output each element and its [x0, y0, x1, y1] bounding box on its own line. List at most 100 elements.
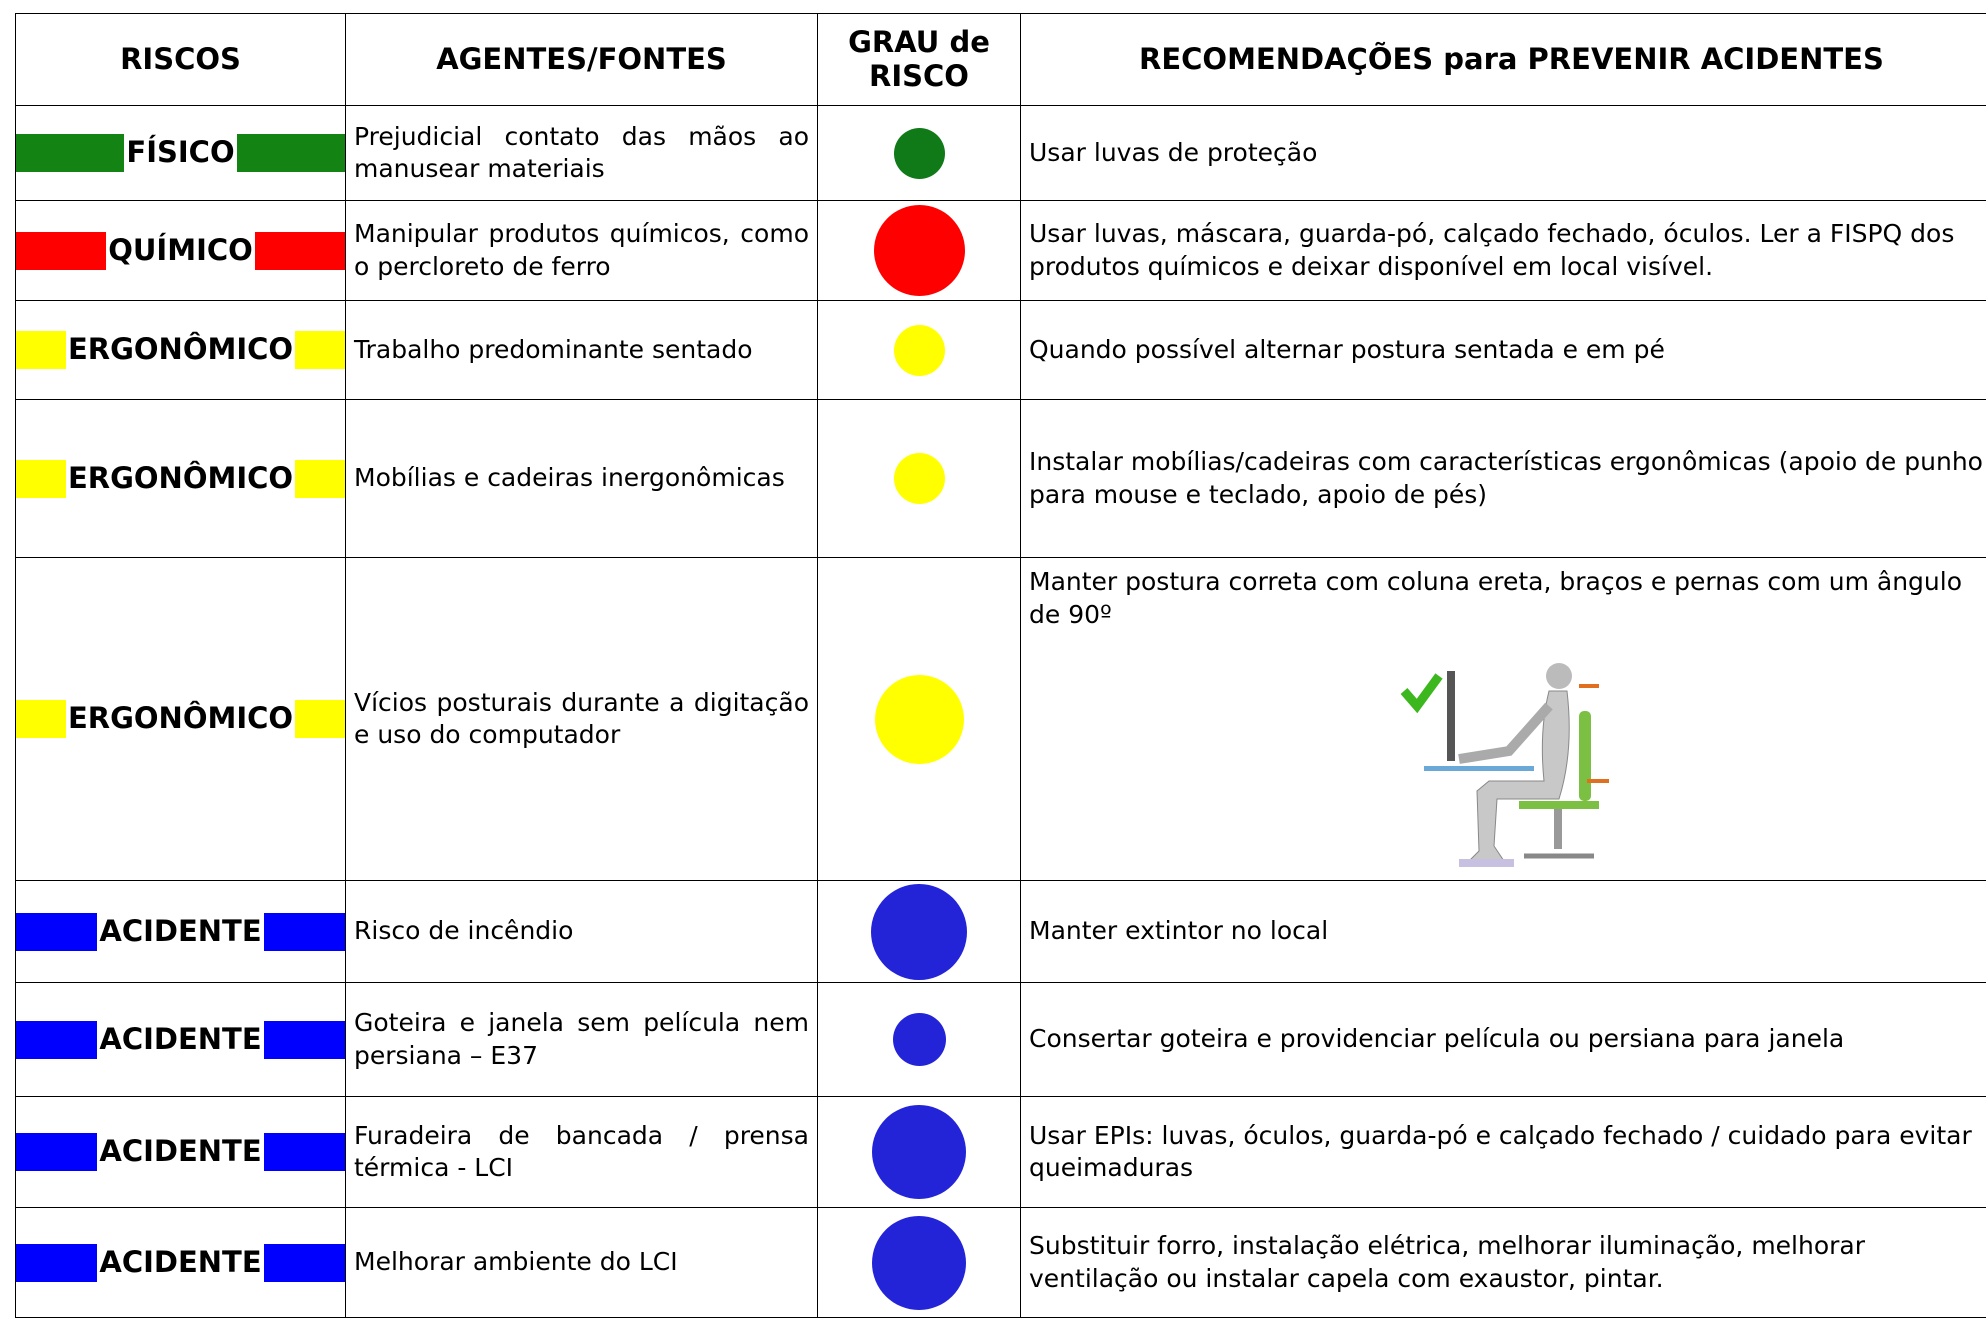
risk-color-block: [264, 913, 345, 951]
header-cell: RISCOS: [16, 14, 346, 106]
risk-label: ACIDENTE: [16, 913, 345, 951]
risk-cell: ACIDENTE: [16, 983, 346, 1097]
risk-degree-dot: [872, 1216, 966, 1310]
risk-degree-cell: [818, 201, 1021, 301]
table-row: QUÍMICO Manipular produtos químicos, como…: [16, 201, 1986, 301]
table-row: ACIDENTE Risco de incêndio Manter extintor…: [16, 881, 1986, 983]
risk-cell: FÍSICO: [16, 106, 346, 201]
agent-cell: Prejudicial contato das mãos ao manusear…: [346, 106, 818, 201]
risk-color-block: [255, 232, 345, 270]
agent-cell: Goteira e janela sem película nem persia…: [346, 983, 818, 1097]
agent-cell: Trabalho predominante sentado: [346, 301, 818, 400]
recommendation-text: Manter extintor no local: [1029, 916, 1328, 945]
recommendation-text: Usar luvas de proteção: [1029, 138, 1317, 167]
risk-degree-cell: [818, 400, 1021, 558]
risk-name: ACIDENTE: [97, 913, 263, 951]
risk-color-block: [295, 700, 345, 738]
risk-color-block: [237, 134, 345, 172]
risk-cell: ERGONÔMICO: [16, 558, 346, 881]
risk-label: ACIDENTE: [16, 1133, 345, 1171]
recommendation-text: Manter postura correta com coluna ereta,…: [1029, 558, 1986, 631]
risk-cell: ERGONÔMICO: [16, 301, 346, 400]
risk-label: ERGONÔMICO: [16, 700, 345, 738]
table-row: ACIDENTE Goteira e janela sem película ne…: [16, 983, 1986, 1097]
table-row: FÍSICO Prejudicial contato das mãos ao ma…: [16, 106, 1986, 201]
posture-illustration: [1399, 651, 1629, 871]
risk-cell: ACIDENTE: [16, 1097, 346, 1208]
risk-name: QUÍMICO: [106, 232, 255, 270]
recommendation-cell: Usar EPIs: luvas, óculos, guarda-pó e ca…: [1021, 1097, 1986, 1208]
risk-color-block: [16, 1021, 97, 1059]
risk-degree-dot: [894, 325, 945, 376]
risk-color-block: [295, 331, 345, 369]
risk-color-block: [16, 1244, 97, 1282]
risk-color-block: [16, 913, 97, 951]
recommendation-text: Substituir forro, instalação elétrica, m…: [1029, 1231, 1865, 1293]
agent-cell: Furadeira de bancada / prensa térmica - …: [346, 1097, 818, 1208]
risk-label: ACIDENTE: [16, 1244, 345, 1282]
risk-color-block: [16, 700, 66, 738]
recommendation-cell: Manter postura correta com coluna ereta,…: [1021, 558, 1986, 881]
risk-table: RISCOS AGENTES/FONTES GRAU de RISCO RECO…: [15, 13, 1986, 1318]
risk-degree-dot: [872, 1105, 966, 1199]
risk-name: ACIDENTE: [97, 1244, 263, 1282]
risk-color-block: [264, 1133, 345, 1171]
risk-name: ACIDENTE: [97, 1021, 263, 1059]
table-row: ERGONÔMICO Trabalho predominante sentado Q…: [16, 301, 1986, 400]
risk-cell: ERGONÔMICO: [16, 400, 346, 558]
risk-color-block: [264, 1021, 345, 1059]
agent-cell: Mobílias e cadeiras inergonômicas: [346, 400, 818, 558]
recommendation-cell: Usar luvas, máscara, guarda-pó, calçado …: [1021, 201, 1986, 301]
recommendation-cell: Instalar mobílias/cadeiras com caracterí…: [1021, 400, 1986, 558]
agent-cell: Melhorar ambiente do LCI: [346, 1208, 818, 1318]
agent-cell: Vícios posturais durante a digitação e u…: [346, 558, 818, 881]
risk-degree-dot: [874, 205, 965, 296]
risk-color-block: [16, 1133, 97, 1171]
risk-degree-cell: [818, 881, 1021, 983]
risk-cell: QUÍMICO: [16, 201, 346, 301]
risk-name: ERGONÔMICO: [66, 331, 295, 369]
recommendation-text: Quando possível alternar postura sentada…: [1029, 335, 1665, 364]
risk-label: QUÍMICO: [16, 232, 345, 270]
table-body: FÍSICO Prejudicial contato das mãos ao ma…: [16, 106, 1986, 1318]
risk-name: ACIDENTE: [97, 1133, 263, 1171]
risk-degree-dot: [894, 128, 945, 179]
risk-color-block: [16, 232, 106, 270]
risk-label: ERGONÔMICO: [16, 460, 345, 498]
risk-label: ACIDENTE: [16, 1021, 345, 1059]
table-row: ACIDENTE Melhorar ambiente do LCI Substitu…: [16, 1208, 1986, 1318]
agent-cell: Risco de incêndio: [346, 881, 818, 983]
risk-degree-cell: [818, 106, 1021, 201]
risk-name: FÍSICO: [124, 134, 236, 172]
risk-degree-dot: [871, 884, 967, 980]
risk-degree-dot: [893, 1013, 946, 1066]
risk-degree-cell: [818, 301, 1021, 400]
risk-color-block: [295, 460, 345, 498]
risk-degree-cell: [818, 983, 1021, 1097]
header-row: RISCOS AGENTES/FONTES GRAU de RISCO RECO…: [16, 14, 1986, 106]
risk-cell: ACIDENTE: [16, 1208, 346, 1318]
header-cell: RECOMENDAÇÕES para PREVENIR ACIDENTES: [1021, 14, 1986, 106]
header-cell: AGENTES/FONTES: [346, 14, 818, 106]
header-cell: GRAU de RISCO: [818, 14, 1021, 106]
risk-degree-dot: [894, 453, 945, 504]
risk-label: FÍSICO: [16, 134, 345, 172]
table-row: ERGONÔMICO Mobílias e cadeiras inergonômi…: [16, 400, 1986, 558]
recommendation-text: Consertar goteira e providenciar películ…: [1029, 1024, 1844, 1053]
recommendation-text: Usar luvas, máscara, guarda-pó, calçado …: [1029, 219, 1954, 281]
recommendation-cell: Consertar goteira e providenciar películ…: [1021, 983, 1986, 1097]
risk-color-block: [264, 1244, 345, 1282]
risk-degree-dot: [875, 675, 964, 764]
risk-color-block: [16, 134, 124, 172]
recommendation-text: Instalar mobílias/cadeiras com caracterí…: [1029, 447, 1983, 509]
risk-name: ERGONÔMICO: [66, 460, 295, 498]
risk-degree-cell: [818, 1208, 1021, 1318]
recommendation-cell: Quando possível alternar postura sentada…: [1021, 301, 1986, 400]
agent-cell: Manipular produtos químicos, como o perc…: [346, 201, 818, 301]
recommendation-text: Usar EPIs: luvas, óculos, guarda-pó e ca…: [1029, 1121, 1972, 1183]
recommendation-cell: Usar luvas de proteção: [1021, 106, 1986, 201]
table-row: ACIDENTE Furadeira de bancada / prensa té…: [16, 1097, 1986, 1208]
risk-label: ERGONÔMICO: [16, 331, 345, 369]
recommendation-cell: Manter extintor no local: [1021, 881, 1986, 983]
